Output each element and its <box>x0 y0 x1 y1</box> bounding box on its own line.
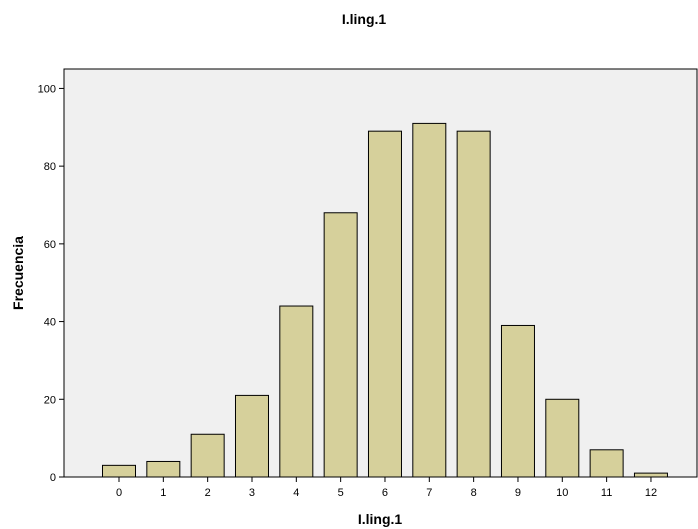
y-tick-label: 100 <box>38 83 56 95</box>
y-tick-label: 60 <box>44 239 56 251</box>
x-tick-label: 3 <box>249 487 255 499</box>
bar-5 <box>323 212 358 478</box>
x-tick-label: 7 <box>426 487 432 499</box>
x-tick-label: 1 <box>160 487 166 499</box>
bar-7 <box>412 122 447 478</box>
y-tick-label: 40 <box>44 317 56 329</box>
chart-title: I.ling.1 <box>342 11 387 27</box>
x-tick-label: 11 <box>601 487 612 499</box>
bar-6 <box>367 130 402 478</box>
x-tick-label: 5 <box>338 487 344 499</box>
x-tick-label: 12 <box>645 487 657 499</box>
y-axis-title: Frecuencia <box>10 236 26 310</box>
y-axis: 0 20 40 60 80 100 <box>38 83 64 484</box>
bar-9 <box>500 324 535 478</box>
bar-8 <box>456 130 491 478</box>
x-axis-title: I.ling.1 <box>358 511 403 527</box>
x-tick-label: 9 <box>515 487 521 499</box>
bar-10 <box>545 398 580 478</box>
bars-group <box>102 122 668 478</box>
x-tick-label: 2 <box>205 487 211 499</box>
bar-2 <box>190 433 225 478</box>
x-tick-label: 0 <box>116 487 122 499</box>
bar-1 <box>146 460 181 478</box>
x-axis: 0 1 2 3 4 5 6 7 8 9 10 11 12 <box>116 477 657 499</box>
bar-12 <box>633 472 668 478</box>
y-tick-label: 80 <box>44 161 56 173</box>
x-tick-label: 4 <box>293 487 299 499</box>
x-tick-label: 10 <box>556 487 568 499</box>
x-tick-label: 8 <box>471 487 477 499</box>
x-tick-label: 6 <box>382 487 388 499</box>
bar-0 <box>102 464 136 478</box>
y-tick-label: 0 <box>50 472 56 484</box>
y-tick-label: 20 <box>44 394 56 406</box>
bar-4 <box>279 305 314 478</box>
bar-11 <box>589 449 624 478</box>
bar-3 <box>234 394 269 478</box>
